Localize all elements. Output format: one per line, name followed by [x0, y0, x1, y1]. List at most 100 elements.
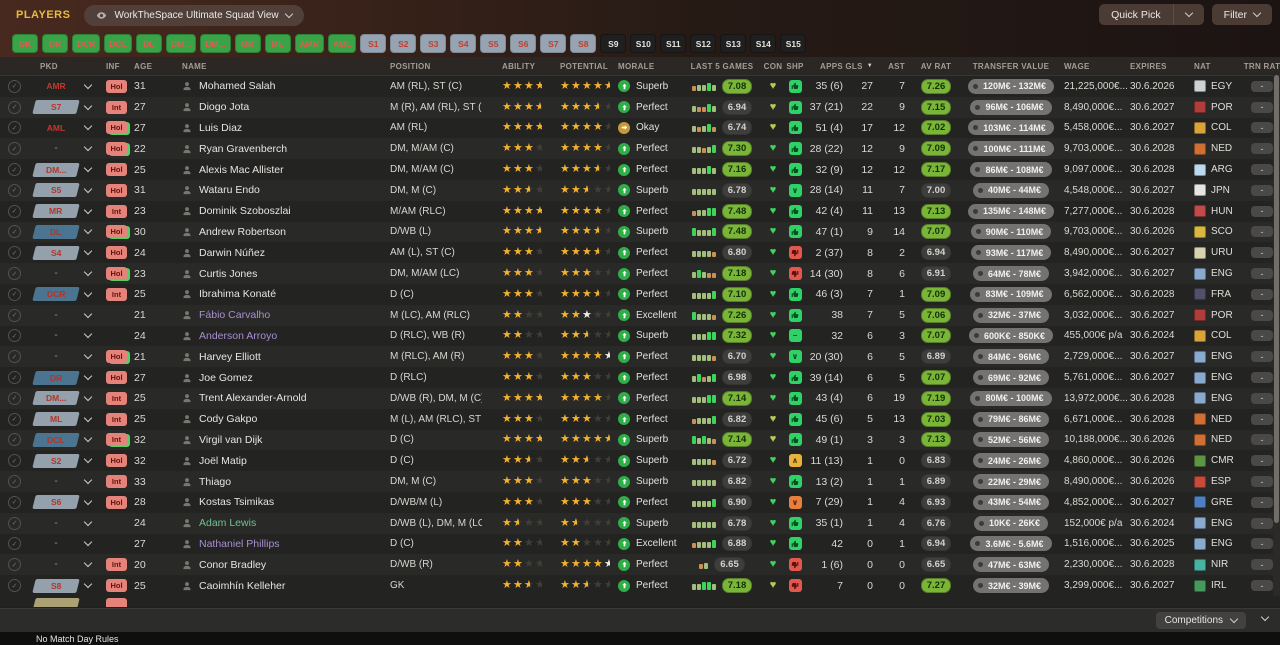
position-slot-dcl[interactable]: DCL — [104, 34, 132, 53]
table-row[interactable]: ✓ DM... Int 25 Trent Alexander-Arnold D/WB (R… — [0, 387, 1280, 409]
table-row[interactable]: ✓ -24 Anderson Arroyo D (RLC), WB (R) ★ ★ ★ ★ ★ ★… — [0, 325, 1280, 347]
row-checkbox[interactable]: ✓ — [8, 329, 21, 343]
info-badge[interactable]: Hol — [106, 495, 127, 509]
column-header-pkd[interactable]: PKD — [40, 61, 58, 71]
position-slot-mr[interactable]: MR — [234, 34, 261, 53]
row-checkbox[interactable]: ✓ — [8, 475, 21, 489]
pkd-dropdown-chevron-icon[interactable] — [83, 413, 93, 422]
column-header-ast[interactable]: AST — [888, 61, 905, 71]
column-header-apps[interactable]: APPS — [820, 61, 843, 71]
pkd-dropdown-chevron-icon[interactable] — [83, 538, 93, 547]
row-checkbox[interactable]: ✓ — [8, 350, 21, 364]
row-checkbox[interactable]: ✓ — [8, 433, 21, 447]
player-name[interactable]: Diogo Jota — [199, 101, 250, 114]
column-header-name[interactable]: NAME — [182, 61, 207, 71]
info-badge[interactable]: Int — [106, 391, 127, 405]
player-name[interactable]: Fábio Carvalho — [199, 309, 271, 322]
column-header-morale[interactable]: MORALE — [618, 61, 655, 71]
player-name[interactable]: Caoimhín Kelleher — [199, 579, 286, 592]
player-name[interactable]: Trent Alexander-Arnold — [199, 392, 307, 405]
player-name[interactable]: Cody Gakpo — [199, 413, 258, 426]
competitions-dropdown[interactable]: Competitions — [1155, 612, 1246, 629]
scrollbar-thumb[interactable] — [1274, 75, 1279, 524]
column-header-last-5-games[interactable]: LAST 5 GAMES — [690, 61, 754, 71]
pkd-dropdown-chevron-icon[interactable] — [83, 101, 93, 110]
position-slot-s15[interactable]: S15 — [780, 34, 807, 53]
position-slot-s3[interactable]: S3 — [420, 34, 447, 53]
row-checkbox[interactable]: ✓ — [8, 79, 21, 93]
table-row[interactable]: ✓ -21 Fábio Carvalho M (LC), AM (RLC) ★ ★ ★ ★ ★ ★… — [0, 304, 1280, 326]
table-row[interactable]: ✓ DM... Hol 25 Alexis Mac Allister DM, M/AM (… — [0, 159, 1280, 180]
player-name[interactable]: Conor Bradley — [199, 558, 267, 571]
row-checkbox[interactable]: ✓ — [8, 558, 21, 572]
player-name[interactable]: Dominik Szoboszlai — [199, 205, 291, 218]
row-checkbox[interactable]: ✓ — [8, 246, 21, 260]
table-row[interactable]: ✓ - Hol 22 Ryan Gravenberch DM, M/AM (C) ★ ★ ★ ★ ★… — [0, 138, 1280, 160]
table-row[interactable]: ✓ - Hol 21 Harvey Elliott M (RLC), AM (R) ★ ★ ★ ★… — [0, 346, 1280, 368]
pkd-dropdown-chevron-icon[interactable] — [83, 288, 93, 298]
player-name[interactable]: Adam Lewis — [199, 517, 257, 530]
row-checkbox[interactable]: ✓ — [8, 287, 21, 301]
position-slot-s13[interactable]: S13 — [720, 34, 747, 53]
pkd-dropdown-chevron-icon[interactable] — [83, 184, 93, 194]
info-badge[interactable]: Hol — [106, 371, 127, 385]
player-name[interactable]: Kostas Tsimikas — [199, 496, 275, 509]
pkd-dropdown-chevron-icon[interactable] — [83, 163, 93, 173]
info-badge[interactable]: Hol — [106, 454, 127, 468]
pkd-dropdown-chevron-icon[interactable] — [83, 454, 93, 464]
info-badge[interactable]: Int — [106, 287, 127, 301]
filter-button[interactable]: Filter — [1211, 4, 1272, 25]
column-header-trn-rat[interactable]: TRN RAT — [1243, 61, 1280, 71]
quick-pick-dropdown[interactable] — [1174, 4, 1204, 25]
table-row[interactable]: ✓ - Hol 23 Curtis Jones DM, M/AM (LC) ★ ★ ★ ★ ★ ★ ★ ★… — [0, 263, 1280, 284]
player-name[interactable]: Joël Matip — [199, 454, 247, 467]
position-slot-dm[interactable]: DM... — [200, 34, 231, 53]
row-checkbox[interactable]: ✓ — [8, 579, 21, 593]
row-checkbox[interactable]: ✓ — [8, 454, 21, 468]
info-badge[interactable]: Hol — [106, 79, 127, 93]
position-slot-s1[interactable]: S1 — [360, 34, 387, 53]
row-checkbox[interactable]: ✓ — [8, 267, 21, 281]
table-row[interactable]: ✓ MR Int 23 Dominik Szoboszlai M/AM (RLC) ★ ★ ★ ★… — [0, 200, 1280, 222]
position-slot-s7[interactable]: S7 — [540, 34, 567, 53]
player-name[interactable]: Anderson Arroyo — [199, 329, 278, 342]
info-badge[interactable]: Int — [106, 100, 127, 114]
row-checkbox[interactable]: ✓ — [8, 308, 21, 322]
row-checkbox[interactable]: ✓ — [8, 204, 21, 218]
pkd-dropdown-chevron-icon[interactable] — [83, 392, 93, 402]
column-header-shp[interactable]: SHP — [786, 61, 804, 71]
pkd-dropdown-chevron-icon[interactable] — [83, 371, 93, 381]
info-badge[interactable]: Hol — [106, 350, 127, 364]
position-slot-s8[interactable]: S8 — [570, 34, 597, 53]
player-name[interactable]: Nathaniel Phillips — [199, 537, 280, 550]
pkd-dropdown-chevron-icon[interactable] — [83, 205, 93, 214]
row-checkbox[interactable]: ✓ — [8, 537, 21, 551]
player-name[interactable]: Darwin Núñez — [199, 246, 265, 259]
table-row[interactable]: ✓ S7 Int 27 Diogo Jota M (R), AM (RL), ST (C)… — [0, 96, 1280, 118]
row-checkbox[interactable]: ✓ — [8, 225, 21, 239]
info-badge[interactable]: Hol — [106, 579, 127, 593]
column-header-av-rat[interactable]: AV RAT — [920, 61, 952, 71]
position-slot-s6[interactable]: S6 — [510, 34, 537, 53]
info-badge[interactable]: Int — [106, 204, 127, 218]
info-badge[interactable]: Int — [106, 433, 127, 447]
column-header-nat[interactable]: NAT — [1194, 61, 1211, 71]
player-name[interactable]: Luis Diaz — [199, 121, 243, 134]
player-name[interactable]: Alexis Mac Allister — [199, 163, 284, 176]
position-slot-s4[interactable]: S4 — [450, 34, 477, 53]
column-header-potential[interactable]: POTENTIAL — [560, 61, 609, 71]
pkd-dropdown-chevron-icon[interactable] — [83, 122, 93, 131]
position-slot-amr[interactable]: AMR — [294, 34, 324, 53]
column-header-ability[interactable]: ABILITY — [502, 61, 536, 71]
info-badge[interactable]: Hol — [106, 183, 127, 197]
table-row[interactable]: ✓ S4 Hol 24 Darwin Núñez AM (L), ST (C) ★ ★ ★ ★ ★ ★… — [0, 242, 1280, 264]
player-name[interactable]: Virgil van Dijk — [199, 433, 263, 446]
player-name[interactable]: Joe Gomez — [199, 371, 253, 384]
row-checkbox[interactable]: ✓ — [8, 516, 21, 530]
